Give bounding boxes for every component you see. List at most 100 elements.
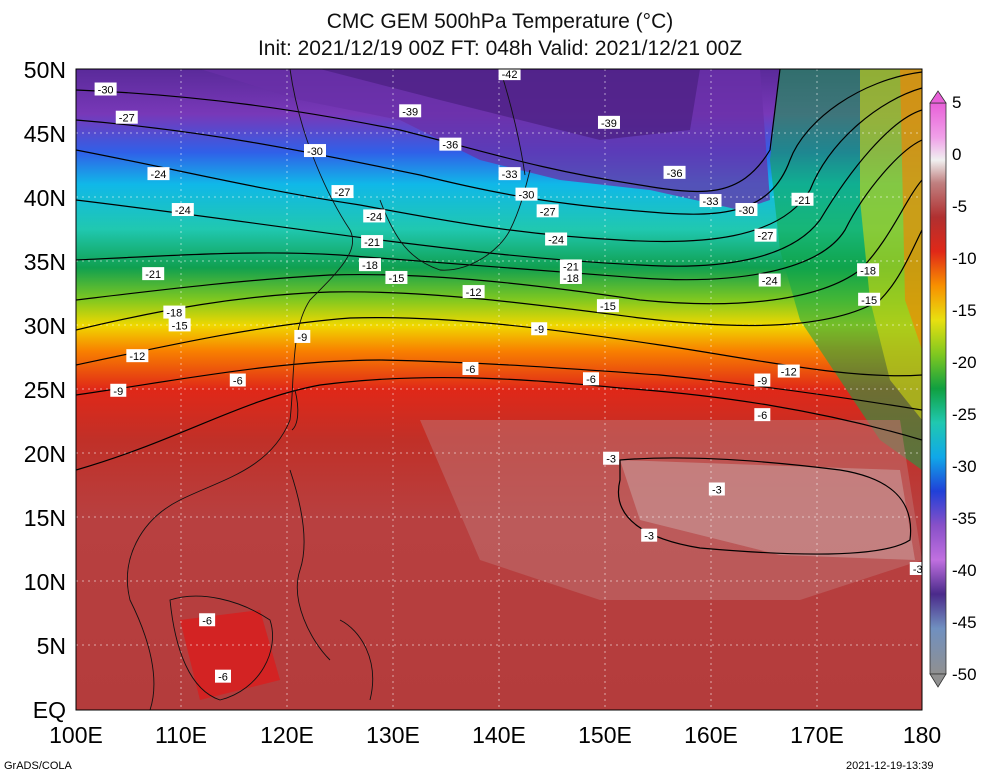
contour-label-text: -15 — [172, 320, 188, 332]
contour-label-text: -3 — [913, 564, 923, 576]
contour-label-text: -30 — [739, 205, 755, 217]
contour-label-text: -18 — [860, 265, 876, 277]
contour-label-text: -24 — [548, 235, 564, 247]
lat-label: 20N — [23, 441, 66, 467]
lon-label: 130E — [366, 722, 420, 748]
lat-label: 30N — [23, 313, 66, 339]
contour-label-text: -9 — [757, 376, 767, 388]
grid-lines — [76, 69, 922, 710]
contour-label-text: -18 — [362, 260, 378, 272]
contour-label-text: -27 — [119, 113, 135, 125]
contour-label-text: -27 — [335, 187, 351, 199]
contour-label-text: -9 — [113, 386, 123, 398]
contour-label: -15 — [168, 318, 191, 332]
lat-label: 10N — [23, 569, 66, 595]
contour-label: -18 — [559, 270, 582, 285]
lon-label: 180 — [902, 722, 942, 748]
contour-label-text: -24 — [762, 276, 778, 288]
contour-label-text: -24 — [151, 169, 167, 181]
contour-label-text: -21 — [145, 269, 161, 281]
contour-label-text: -6 — [202, 615, 212, 627]
contour-label-text: -15 — [600, 301, 616, 313]
contour-label: -24 — [545, 232, 568, 247]
lon-label: 110E — [154, 722, 208, 748]
lat-label: 5N — [36, 633, 66, 659]
contour-label: -27 — [331, 185, 354, 199]
contour-label-text: -18 — [166, 308, 182, 320]
contour-label: -6 — [754, 408, 771, 422]
contour-label: -6 — [229, 373, 246, 388]
contour-label-text: -21 — [364, 237, 380, 249]
colorbar-label: -30 — [952, 457, 977, 476]
contour-label: -18 — [358, 258, 381, 272]
contour-label: -15 — [858, 292, 881, 307]
colorbar-label: -45 — [952, 613, 977, 632]
contour-label-text: -6 — [586, 374, 596, 386]
contour-label-text: -3 — [712, 484, 722, 496]
contour-label: -9 — [294, 329, 311, 344]
plot-frame — [75, 68, 923, 711]
lat-label: 40N — [23, 185, 66, 211]
contour-label-text: -12 — [781, 367, 797, 379]
colorbar-label: -35 — [952, 509, 977, 528]
contour-label: -9 — [754, 373, 771, 388]
colorbar-label: -20 — [952, 353, 977, 372]
contour-label: -30 — [515, 187, 538, 202]
contour-label: -30 — [735, 203, 758, 217]
contour-label-text: -27 — [758, 231, 774, 243]
colorbar-label: 5 — [952, 93, 962, 112]
lat-label: 50N — [23, 57, 66, 83]
lon-label: 160E — [684, 722, 738, 748]
contour-label-text: -21 — [563, 261, 579, 273]
contour-label: -36 — [663, 165, 686, 180]
lon-label: 120E — [260, 722, 314, 748]
contour-label-text: -15 — [861, 295, 877, 307]
contour-label-text: -36 — [442, 140, 458, 152]
contour-label-text: -27 — [540, 206, 556, 218]
contour-label: -12 — [777, 364, 800, 379]
colorbar-label: -5 — [952, 197, 968, 216]
contour-label: -9 — [110, 383, 127, 398]
contour-label: -30 — [303, 144, 326, 158]
colorbar-label: 0 — [952, 145, 962, 164]
contour-label: -39 — [399, 104, 422, 118]
colorbar-label: -50 — [952, 665, 977, 684]
contour-label: -9 — [531, 322, 548, 336]
map-subtitle: Init: 2021/12/19 00Z FT: 048h Valid: 202… — [257, 37, 743, 60]
contour-label-text: -21 — [795, 195, 811, 207]
colorbar-label: -10 — [952, 249, 977, 268]
colorbar-label: -40 — [952, 561, 977, 580]
lon-label: 140E — [472, 722, 526, 748]
lat-label: 45N — [23, 121, 66, 147]
contour-label: -21 — [361, 235, 384, 249]
contour-label: -3 — [603, 451, 620, 466]
lat-label: 35N — [23, 249, 66, 275]
contour-label: -27 — [536, 204, 559, 218]
contour-label: -6 — [462, 361, 479, 376]
colorbar-top-arrow-icon — [929, 90, 947, 104]
contour-labels: -42-39-39-36-36-33-33-30-30-30-30-27-27-… — [94, 69, 923, 684]
lon-label: 150E — [578, 722, 632, 748]
colorbar-label: -15 — [952, 301, 977, 320]
contour-label: -36 — [439, 137, 462, 152]
contour-label: -24 — [147, 167, 170, 181]
contour-label-text: -3 — [606, 454, 616, 466]
contour-label-text: -36 — [667, 168, 683, 180]
lon-label: 100E — [49, 722, 103, 748]
contour-label: -27 — [115, 110, 138, 125]
contour-label: -18 — [857, 263, 880, 277]
contour-label-text: -33 — [502, 169, 518, 181]
contour-label-text: -6 — [233, 376, 243, 388]
contour-label: -33 — [699, 194, 722, 208]
lat-label: 25N — [23, 377, 66, 403]
contour-label-text: -33 — [703, 196, 719, 208]
contour-label-text: -12 — [129, 351, 145, 363]
footer-timestamp: 2021-12-19-13:39 — [846, 760, 934, 772]
contour-label: -42 — [498, 69, 521, 81]
contour-label-text: -30 — [519, 190, 535, 202]
contour-label-text: -30 — [307, 146, 323, 158]
contour-label-text: -9 — [534, 324, 544, 336]
contour-label-text: -39 — [601, 118, 617, 130]
colorbar — [929, 90, 947, 688]
footer-credit: GrADS/COLA — [4, 760, 72, 772]
